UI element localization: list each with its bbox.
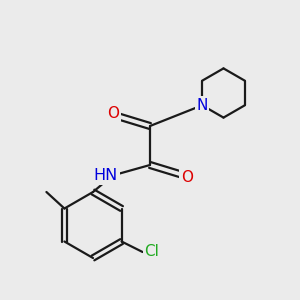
Text: Cl: Cl xyxy=(144,244,159,260)
Text: O: O xyxy=(181,170,193,185)
Text: HN: HN xyxy=(94,168,118,183)
Text: N: N xyxy=(196,98,208,113)
Text: O: O xyxy=(107,106,119,121)
